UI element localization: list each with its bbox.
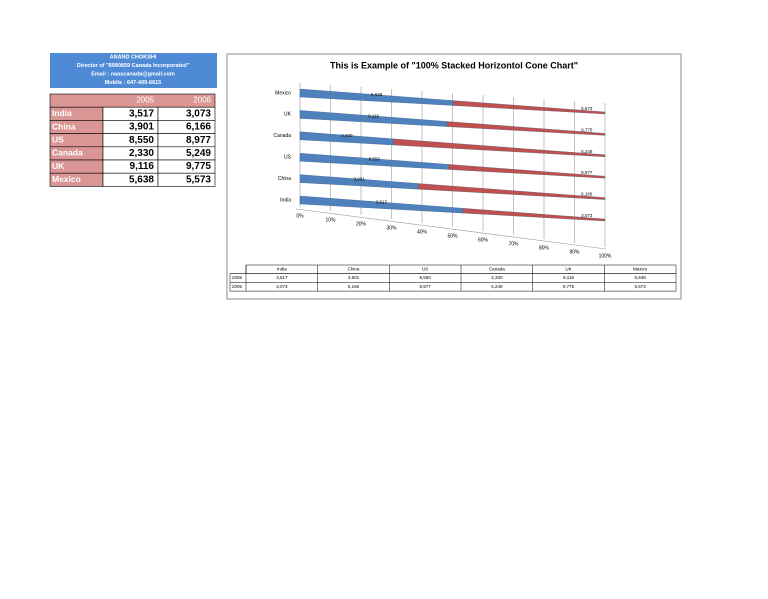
data-label: 9,775 xyxy=(581,127,593,132)
data-label: 5,638 xyxy=(371,92,383,97)
data-table-cell: 3,901 xyxy=(348,275,360,280)
table-header-bg xyxy=(49,93,216,108)
data-label: 8,550 xyxy=(369,156,381,161)
cone-segment xyxy=(447,121,606,136)
table-cell: 9,116 xyxy=(130,161,155,172)
data-label: 5,573 xyxy=(581,106,593,111)
data-label: 2,330 xyxy=(341,133,353,138)
data-table-header: China xyxy=(348,267,360,272)
y-tick-label: US xyxy=(284,155,292,161)
x-tick-label: 20% xyxy=(356,221,367,227)
data-table-header: India xyxy=(277,267,287,272)
y-tick-label: China xyxy=(278,176,291,182)
data-label: 9,116 xyxy=(368,113,379,118)
x-tick-label: 90% xyxy=(569,249,580,255)
x-tick-label: 30% xyxy=(386,225,397,231)
header-box xyxy=(50,53,217,88)
table-cell: 5,249 xyxy=(186,148,211,159)
table-row-label: China xyxy=(52,121,76,131)
data-table-cell: 5,573 xyxy=(635,284,647,289)
header-line: Mobile : 647-409-6615 xyxy=(105,80,162,86)
header-line: Email : naascanada@gmail.com xyxy=(91,71,175,77)
y-tick-label: Mexico xyxy=(275,90,291,96)
table-cell: 3,901 xyxy=(129,122,154,133)
data-table-cell: 8,550 xyxy=(420,275,432,280)
table-cell: 3,073 xyxy=(186,108,211,119)
data-label: 3,517 xyxy=(376,200,388,205)
cone-segment xyxy=(453,100,606,115)
x-tick-label: 100% xyxy=(599,253,612,259)
cone-segment xyxy=(418,183,606,200)
y-tick-label: India xyxy=(280,197,291,203)
chart-title: This is Example of "100% Stacked Horizon… xyxy=(330,60,578,70)
data-table-header: Mexico xyxy=(633,267,648,272)
chart-area xyxy=(226,53,682,300)
table-cell: 3,517 xyxy=(129,108,154,119)
x-tick-label: 10% xyxy=(325,217,336,223)
header-line: Director of "8990859 Canada Incorporated… xyxy=(77,63,190,69)
y-tick-label: Canada xyxy=(273,133,291,139)
table-row-label: Mexico xyxy=(52,174,81,184)
header-line: ANAND CHOKSHI xyxy=(110,54,157,60)
data-table-cell: 5,638 xyxy=(635,275,647,280)
y-tick-label: UK xyxy=(284,112,292,118)
table-row-label: India xyxy=(52,108,72,118)
table-column-header: 2005 xyxy=(136,96,154,105)
table-cell: 5,573 xyxy=(186,174,211,185)
cell-bg xyxy=(157,172,216,187)
x-tick-label: 40% xyxy=(417,229,428,235)
data-table-cell: 9,116 xyxy=(563,275,574,280)
table-cell: 2,330 xyxy=(129,148,154,159)
table-row-label: Canada xyxy=(52,148,83,158)
table-column-header: 2006 xyxy=(193,96,211,105)
x-tick-label: 80% xyxy=(539,245,550,251)
data-table-series: 2006 xyxy=(232,284,243,289)
cone-segment xyxy=(448,164,606,179)
data-table-cell: 3,517 xyxy=(276,275,288,280)
data-label: 5,249 xyxy=(581,149,593,154)
table-row-label: UK xyxy=(52,161,65,171)
cone-segment xyxy=(462,208,606,222)
data-label: 3,073 xyxy=(581,213,593,218)
data-table-cell: 9,775 xyxy=(563,284,575,289)
table-cell: 6,166 xyxy=(186,122,211,133)
table-cell: 5,638 xyxy=(129,174,154,185)
data-label: 3,901 xyxy=(353,177,365,182)
x-tick-label: 50% xyxy=(447,233,458,239)
table-row-label: US xyxy=(52,134,64,144)
data-table-cell: 5,249 xyxy=(491,284,503,289)
data-label: 6,166 xyxy=(581,192,593,197)
x-tick-label: 0% xyxy=(296,213,304,219)
x-tick-label: 60% xyxy=(478,237,489,243)
data-table-cell: 6,166 xyxy=(348,284,360,289)
x-tick-label: 70% xyxy=(508,241,519,247)
data-table-header: US xyxy=(422,267,428,272)
cone-segment xyxy=(393,138,606,157)
axis-floor xyxy=(295,208,607,250)
table-cell: 8,977 xyxy=(186,135,211,146)
data-table-header: Canada xyxy=(489,267,505,272)
table-cell: 9,775 xyxy=(186,161,211,172)
data-table-series: 2005 xyxy=(232,275,243,280)
data-table-header: UK xyxy=(565,267,571,272)
table-cell: 8,550 xyxy=(129,135,154,146)
data-table-cell: 8,977 xyxy=(420,284,432,289)
data-table-cell: 3,073 xyxy=(276,284,288,289)
data-label: 8,977 xyxy=(581,170,593,175)
data-table-cell: 2,330 xyxy=(491,275,503,280)
